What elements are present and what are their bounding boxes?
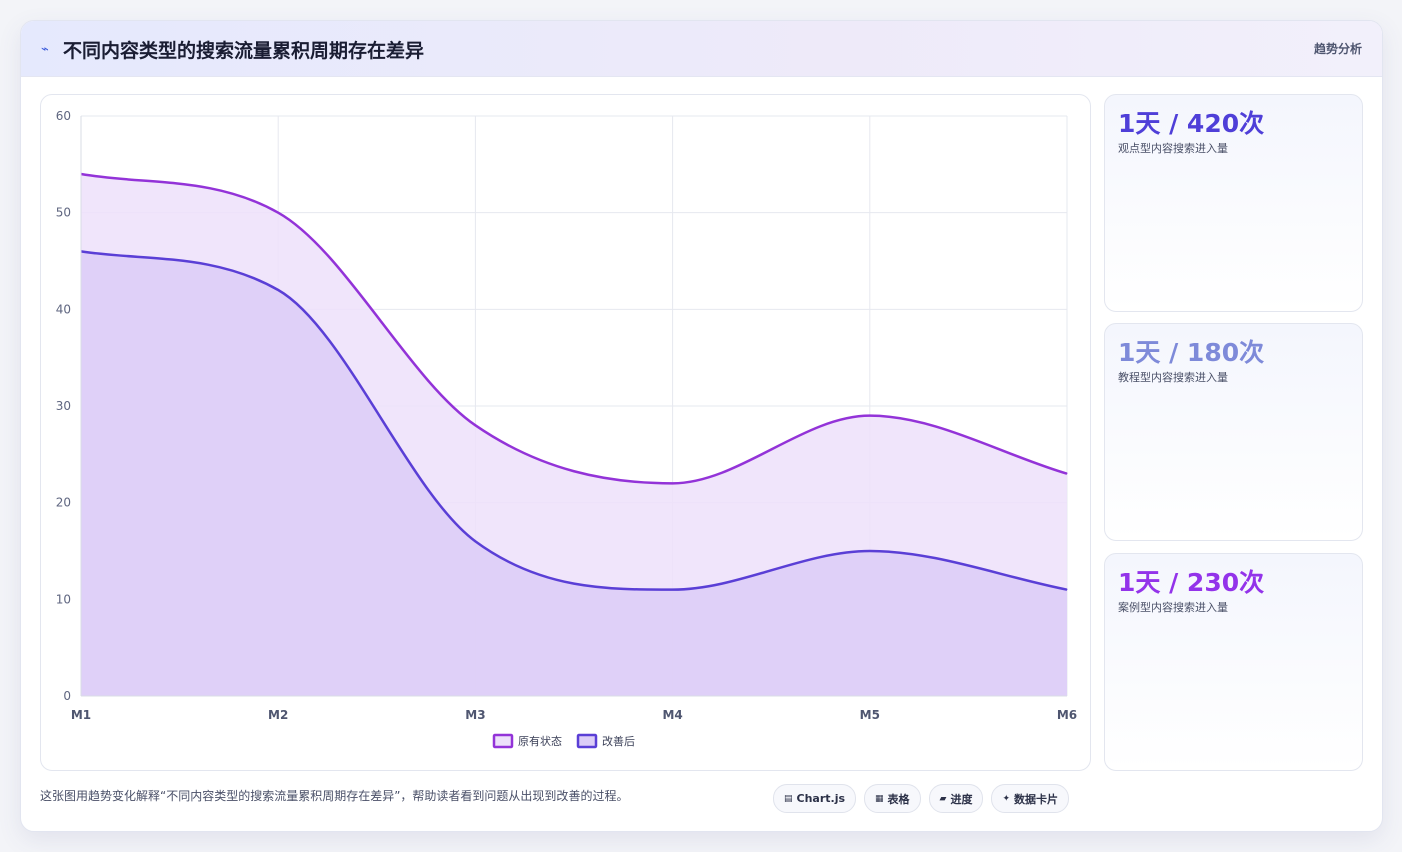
legend-label: 原有状态 <box>518 734 562 748</box>
y-tick-label: 30 <box>56 399 71 413</box>
chart-description: 这张图用趋势变化解释“不同内容类型的搜索流量累积周期存在差异”，帮助读者看到问题… <box>40 789 629 803</box>
header-tag: 趋势分析 <box>1313 42 1362 56</box>
page-title: 不同内容类型的搜索流量累积周期存在差异 <box>63 40 425 62</box>
stat-value: 1天 / 420次 <box>1118 109 1265 138</box>
series-line-1 <box>80 172 1068 485</box>
legend-label: 改善后 <box>602 734 635 748</box>
series-line-2 <box>80 250 1068 591</box>
sparkle-icon: ✦ <box>1002 793 1011 804</box>
data-point <box>277 212 279 214</box>
y-tick-label: 40 <box>56 302 71 316</box>
stat-label: 教程型内容搜索进入量 <box>1118 371 1228 384</box>
data-point <box>869 550 871 552</box>
chip-label: Chart.js <box>796 792 846 805</box>
trend-line-icon: ⌁ <box>41 42 49 57</box>
chip-table[interactable]: ▦ 表格 <box>864 784 921 813</box>
stat-card-case: 1天 / 230次 案例型内容搜索进入量 <box>1104 553 1363 771</box>
data-point <box>277 289 279 291</box>
data-point <box>474 424 476 426</box>
data-point <box>672 482 674 484</box>
chip-data-card[interactable]: ✦ 数据卡片 <box>991 784 1070 813</box>
x-tick-label: M2 <box>268 708 288 722</box>
x-tick-label: M1 <box>71 708 91 722</box>
area-chart: 0 10 20 30 40 50 60 M1 M2 M3 M4 M5 M6 原有状态 改善后 <box>56 109 1077 749</box>
data-point <box>672 589 674 591</box>
stat-value: 1天 / 180次 <box>1118 338 1265 367</box>
x-tick-label: M4 <box>662 708 682 722</box>
legend-swatch-1 <box>492 733 514 749</box>
chip-chartjs[interactable]: ▤ Chart.js <box>773 784 857 813</box>
x-tick-label: M6 <box>1057 708 1077 722</box>
series-area-2 <box>81 251 1067 697</box>
chart-card: ⌁ 不同内容类型的搜索流量累积周期存在差异 趋势分析 0 10 20 30 40 50 60… <box>20 20 1383 832</box>
chart-icon: ▤ <box>784 793 793 804</box>
data-point <box>869 415 871 417</box>
chart-panel: 0 10 20 30 40 50 60 M1 M2 M3 M4 M5 M6 原有状态 改善后 <box>40 94 1091 771</box>
chip-label: 进度 <box>950 792 973 806</box>
table-icon: ▦ <box>875 793 884 804</box>
progress-icon: ▰ <box>939 793 947 804</box>
data-point <box>1066 473 1068 475</box>
stat-label: 观点型内容搜索进入量 <box>1118 142 1228 155</box>
card-header: ⌁ 不同内容类型的搜索流量累积周期存在差异 趋势分析 <box>21 21 1382 77</box>
y-tick-label: 60 <box>56 109 71 123</box>
x-tick-label: M5 <box>860 708 880 722</box>
stat-value: 1天 / 230次 <box>1118 568 1265 597</box>
x-tick-label: M3 <box>465 708 485 722</box>
data-point <box>1066 589 1068 591</box>
chip-label: 数据卡片 <box>1014 792 1059 806</box>
chip-label: 表格 <box>887 792 910 806</box>
y-tick-label: 10 <box>56 592 71 606</box>
y-tick-label: 20 <box>56 496 71 510</box>
legend-swatch-2 <box>576 733 598 749</box>
chip-progress[interactable]: ▰ 进度 <box>928 784 984 813</box>
stat-card-opinion: 1天 / 420次 观点型内容搜索进入量 <box>1104 94 1363 312</box>
stat-label: 案例型内容搜索进入量 <box>1118 601 1228 614</box>
y-tick-label: 50 <box>56 206 71 220</box>
y-tick-label: 0 <box>63 689 71 703</box>
data-point <box>474 540 476 542</box>
stat-card-tutorial: 1天 / 180次 教程型内容搜索进入量 <box>1104 323 1363 541</box>
tech-chips: ▤ Chart.js ▦ 表格 ▰ 进度 ✦ 数据卡片 <box>773 784 1070 813</box>
